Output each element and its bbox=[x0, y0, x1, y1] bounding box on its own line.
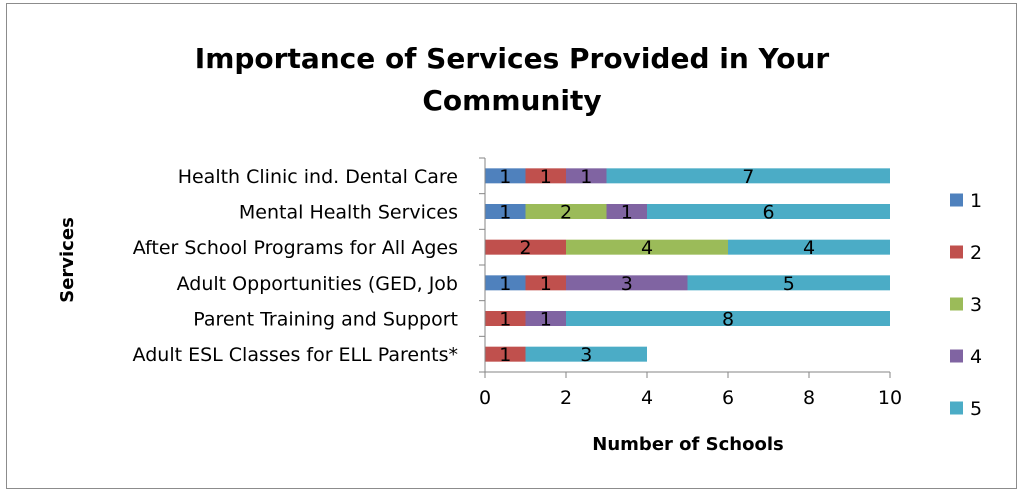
data-label: 1 bbox=[580, 166, 592, 188]
chart-title-line-1: Importance of Services Provided in Your bbox=[194, 42, 830, 75]
data-label: 4 bbox=[641, 237, 653, 259]
category-label: Adult Opportunities (GED, Job bbox=[177, 273, 458, 295]
category-label: Adult ESL Classes for ELL Parents* bbox=[133, 344, 458, 366]
x-tick-label: 2 bbox=[560, 387, 572, 409]
bar-2-series-1 bbox=[485, 204, 526, 219]
chart-title-line-2: Community bbox=[422, 84, 602, 117]
data-label: 1 bbox=[499, 202, 511, 224]
data-label: 6 bbox=[762, 202, 774, 224]
y-axis-title: Services bbox=[57, 217, 78, 303]
legend-swatch-2 bbox=[950, 245, 963, 259]
bar-2-series-4 bbox=[606, 204, 647, 219]
bar-5-series-2 bbox=[485, 311, 526, 326]
data-label: 1 bbox=[540, 166, 552, 188]
x-tick-label: 0 bbox=[479, 387, 491, 409]
bar-5-series-5 bbox=[566, 311, 890, 326]
data-label: 1 bbox=[499, 166, 511, 188]
legend-swatch-5 bbox=[950, 401, 963, 415]
axis-layer bbox=[479, 157, 891, 378]
legend-label-3: 3 bbox=[970, 294, 982, 316]
bar-1-series-1 bbox=[485, 168, 526, 184]
data-label: 1 bbox=[621, 202, 633, 224]
bar-4-series-1 bbox=[485, 275, 526, 291]
legend-swatch-1 bbox=[950, 193, 963, 207]
x-tick-label: 6 bbox=[722, 387, 734, 409]
bar-1-series-5 bbox=[606, 168, 890, 184]
data-label: 1 bbox=[499, 273, 511, 295]
chart-title: Importance of Services Provided in Your … bbox=[0, 38, 1024, 122]
bar-2-series-5 bbox=[647, 204, 890, 219]
data-label: 2 bbox=[560, 202, 572, 224]
data-label: 3 bbox=[580, 344, 592, 366]
data-label: 7 bbox=[742, 166, 754, 188]
bar-3-series-5 bbox=[728, 239, 890, 255]
data-label: 4 bbox=[803, 237, 815, 259]
data-label: 8 bbox=[722, 309, 734, 331]
data-label: 1 bbox=[499, 309, 511, 331]
legend-label-1: 1 bbox=[970, 190, 982, 212]
bar-3-series-2 bbox=[485, 239, 566, 255]
bar-3-series-3 bbox=[566, 239, 728, 255]
bar-4-series-2 bbox=[525, 275, 566, 291]
bar-4-series-4 bbox=[566, 275, 688, 291]
legend-label-2: 2 bbox=[970, 242, 982, 264]
bar-1-series-2 bbox=[525, 168, 566, 184]
legend-swatch-3 bbox=[950, 297, 963, 311]
legend-swatch-4 bbox=[950, 349, 963, 363]
category-label: Mental Health Services bbox=[239, 202, 458, 224]
bar-6-series-2 bbox=[485, 346, 526, 362]
data-label: 2 bbox=[519, 237, 531, 259]
category-label: Parent Training and Support bbox=[193, 309, 458, 331]
legend: 1 2 3 4 5 bbox=[950, 190, 982, 420]
data-label: 5 bbox=[783, 273, 795, 295]
category-label: After School Programs for All Ages bbox=[133, 237, 458, 259]
bar-6-series-5 bbox=[525, 346, 647, 362]
bar-5-series-4 bbox=[525, 311, 566, 326]
bars-layer bbox=[485, 168, 890, 362]
bar-4-series-5 bbox=[687, 275, 890, 291]
legend-label-4: 4 bbox=[970, 346, 982, 368]
data-label: 1 bbox=[499, 344, 511, 366]
bar-1-series-4 bbox=[566, 168, 607, 184]
x-axis-title: Number of Schools bbox=[592, 434, 783, 455]
data-label: 3 bbox=[621, 273, 633, 295]
legend-label-5: 5 bbox=[970, 398, 982, 420]
category-label: Health Clinic ind. Dental Care bbox=[178, 166, 458, 188]
data-label: 1 bbox=[540, 309, 552, 331]
x-tick-label: 4 bbox=[641, 387, 653, 409]
bar-2-series-3 bbox=[525, 204, 607, 219]
data-label: 1 bbox=[540, 273, 552, 295]
x-tick-label: 10 bbox=[878, 387, 902, 409]
x-tick-label: 8 bbox=[803, 387, 815, 409]
